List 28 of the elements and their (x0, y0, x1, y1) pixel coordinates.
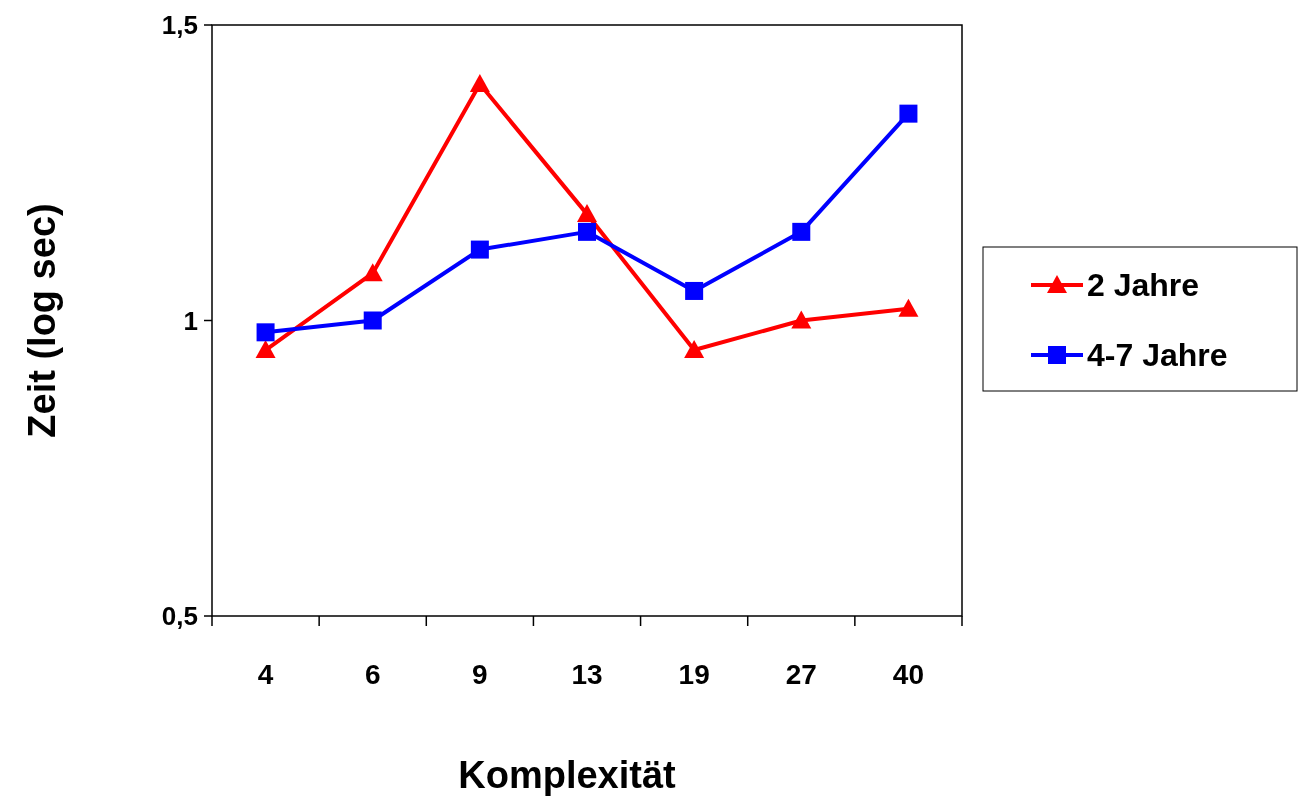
y-axis-title: Zeit (log sec) (21, 203, 63, 438)
x-tick-label: 6 (364, 659, 381, 690)
point (363, 311, 382, 330)
x-tick-label: 13 (571, 659, 603, 690)
point (578, 222, 596, 241)
x-tick-label: 27 (785, 659, 817, 690)
x-tick-label: 40 (892, 659, 925, 690)
x-tick-label: 19 (678, 659, 710, 690)
point (684, 340, 705, 359)
y-tick-label: 1,5 (161, 10, 198, 41)
x-tick-label: 4 (257, 659, 274, 690)
x-tick-label: 9 (472, 659, 488, 690)
point (362, 263, 383, 282)
point (256, 323, 275, 342)
y-tick-label: 1 (183, 305, 198, 336)
point (899, 104, 918, 123)
point (577, 204, 597, 223)
point (898, 298, 919, 317)
point (685, 281, 704, 300)
point (792, 222, 811, 241)
x-axis-title: Komplexität (458, 754, 677, 796)
y-tick-label: 0,5 (161, 601, 198, 632)
point (255, 340, 276, 359)
point (470, 240, 489, 259)
legend-label: 2 Jahre (1087, 267, 1200, 304)
point (791, 310, 812, 329)
point (469, 74, 490, 93)
legend-label: 4-7 Jahre (1087, 337, 1228, 374)
